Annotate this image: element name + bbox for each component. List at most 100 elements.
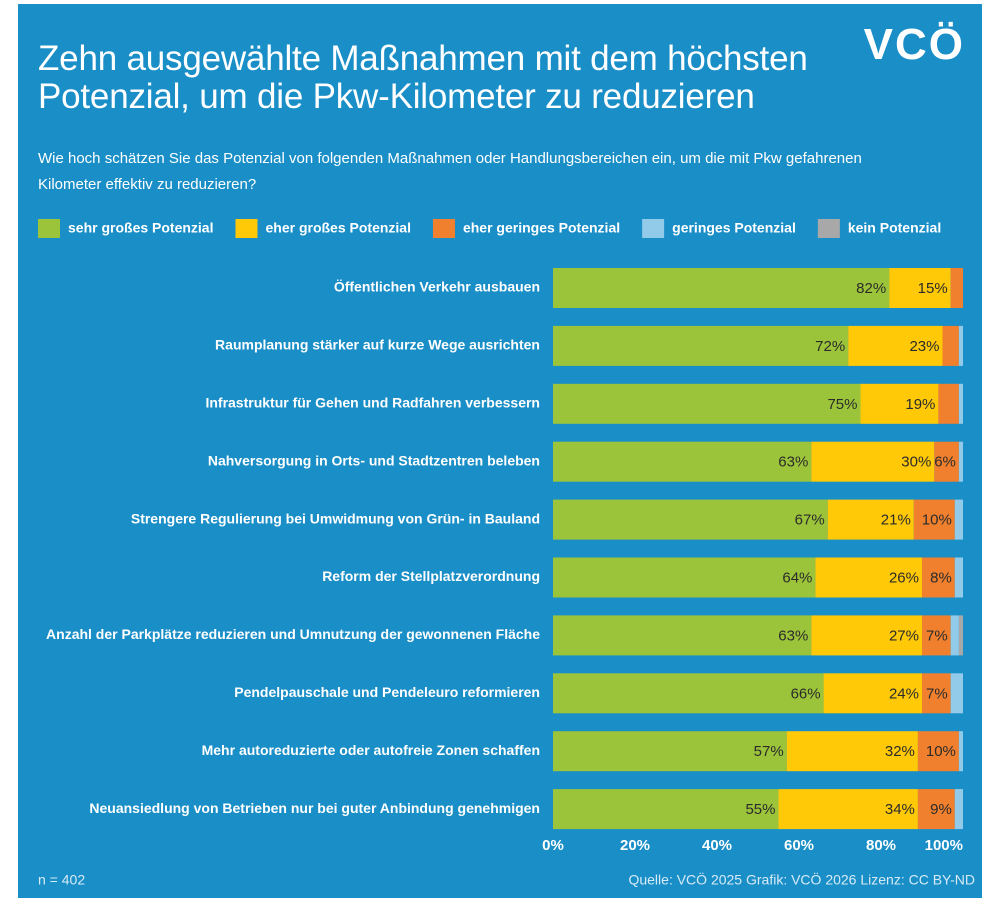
value-label: 9% bbox=[930, 801, 952, 818]
bar-segment bbox=[553, 673, 824, 714]
logo: VCÖ bbox=[863, 20, 965, 69]
bar-segment bbox=[553, 615, 812, 656]
bar-segment bbox=[553, 499, 828, 540]
bar-segment bbox=[958, 731, 963, 772]
bar-segment bbox=[950, 615, 959, 656]
bar-segment bbox=[922, 615, 951, 656]
value-label: 21% bbox=[881, 512, 911, 529]
bar-segment bbox=[958, 441, 963, 482]
x-tick-label: 60% bbox=[784, 837, 814, 854]
value-label: 34% bbox=[885, 801, 915, 818]
value-label: 6% bbox=[934, 454, 956, 471]
legend-swatch bbox=[642, 219, 665, 238]
bar-segment bbox=[950, 268, 963, 308]
note: n = 402 bbox=[38, 872, 85, 888]
bar-segment bbox=[848, 325, 943, 366]
legend-swatch bbox=[235, 219, 258, 238]
value-label: 64% bbox=[782, 569, 812, 586]
category-label: Infrastruktur für Gehen und Radfahren ve… bbox=[205, 395, 540, 411]
bar-segment bbox=[958, 325, 963, 366]
bar-segment bbox=[954, 499, 963, 540]
category-label: Öffentlichen Verkehr ausbauen bbox=[334, 279, 540, 295]
category-label: Mehr autoreduzierte oder autofreie Zonen… bbox=[202, 742, 540, 758]
category-label: Reform der Stellplatzverordnung bbox=[322, 568, 540, 584]
value-label: 30% bbox=[901, 454, 931, 471]
value-label: 66% bbox=[791, 685, 821, 702]
legend-swatch bbox=[38, 219, 60, 238]
value-label: 10% bbox=[922, 512, 952, 529]
legend-label: geringes Potenzial bbox=[672, 220, 796, 236]
category-label: Anzahl der Parkplätze reduzieren und Umn… bbox=[46, 626, 540, 642]
bar-segment bbox=[811, 441, 935, 482]
bar-segment bbox=[553, 325, 849, 366]
value-label: 10% bbox=[926, 743, 956, 760]
value-label: 57% bbox=[754, 743, 784, 760]
legend-label: eher geringes Potenzial bbox=[463, 220, 620, 236]
bar-segment bbox=[811, 615, 922, 656]
value-label: 75% bbox=[827, 396, 857, 413]
bar-segment bbox=[938, 383, 959, 424]
bar-segment bbox=[922, 557, 955, 598]
category-label: Nahversorgung in Orts- und Stadtzentren … bbox=[208, 452, 540, 468]
value-label: 23% bbox=[909, 338, 939, 355]
bar-segment bbox=[553, 441, 812, 482]
legend-swatch bbox=[817, 219, 840, 238]
value-label: 32% bbox=[885, 743, 915, 760]
bar-segment bbox=[860, 383, 939, 424]
value-label: 7% bbox=[926, 627, 948, 644]
legend-label: sehr großes Potenzial bbox=[68, 220, 213, 236]
value-label: 67% bbox=[795, 512, 825, 529]
bar-segment bbox=[553, 557, 816, 598]
bar-segment bbox=[786, 731, 918, 772]
x-tick-label: 80% bbox=[866, 837, 896, 854]
category-label: Neuansiedlung von Betrieben nur bei gute… bbox=[89, 800, 540, 816]
value-label: 63% bbox=[778, 627, 808, 644]
bar-segment bbox=[553, 731, 787, 772]
category-label: Raumplanung stärker auf kurze Wege ausri… bbox=[215, 337, 540, 353]
x-tick-label: 20% bbox=[620, 837, 650, 854]
bar-segment bbox=[954, 789, 963, 830]
bar-segment bbox=[827, 499, 914, 540]
value-label: 15% bbox=[918, 280, 948, 297]
bar-segment bbox=[889, 268, 951, 308]
x-tick-label: 40% bbox=[702, 837, 732, 854]
source: Quelle: VCÖ 2025 Grafik: VCÖ 2026 Lizenz… bbox=[628, 871, 975, 888]
legend-swatch bbox=[432, 219, 455, 238]
category-label: Strengere Regulierung bei Umwidmung von … bbox=[131, 510, 540, 526]
bar-segment bbox=[553, 789, 779, 830]
value-label: 7% bbox=[926, 685, 948, 702]
value-label: 24% bbox=[889, 685, 919, 702]
value-label: 8% bbox=[930, 569, 952, 586]
x-tick-label: 0% bbox=[542, 837, 564, 854]
bar-segment bbox=[958, 383, 963, 424]
bar-segment bbox=[917, 731, 959, 772]
bar-segment bbox=[958, 615, 963, 656]
bar-segment bbox=[913, 499, 955, 540]
legend-label: eher großes Potenzial bbox=[265, 220, 410, 236]
bar-segment bbox=[553, 383, 861, 424]
bar-segment bbox=[950, 673, 963, 714]
value-label: 27% bbox=[889, 627, 919, 644]
chart-title: Zehn ausgewählte Maßnahmen mit dem höchs… bbox=[38, 39, 808, 116]
bar-segment bbox=[778, 789, 918, 830]
bar-segment bbox=[917, 789, 955, 830]
bar-segment bbox=[934, 441, 959, 482]
category-label: Pendelpauschale und Pendeleuro reformier… bbox=[234, 684, 540, 700]
value-label: 26% bbox=[889, 569, 919, 586]
bar-segment bbox=[823, 673, 922, 714]
value-label: 55% bbox=[745, 801, 775, 818]
value-label: 63% bbox=[778, 454, 808, 471]
value-label: 72% bbox=[815, 338, 845, 355]
chart-subtitle: Wie hoch schätzen Sie das Potenzial von … bbox=[38, 150, 862, 193]
bar-segment bbox=[922, 673, 951, 714]
value-label: 82% bbox=[856, 280, 886, 297]
bar-segment bbox=[553, 268, 890, 308]
bar-segment bbox=[942, 325, 959, 366]
bar-segment bbox=[815, 557, 922, 598]
legend-label: kein Potenzial bbox=[848, 220, 941, 236]
x-tick-label: 100% bbox=[925, 837, 963, 854]
value-label: 19% bbox=[905, 396, 935, 413]
bar-segment bbox=[954, 557, 963, 598]
